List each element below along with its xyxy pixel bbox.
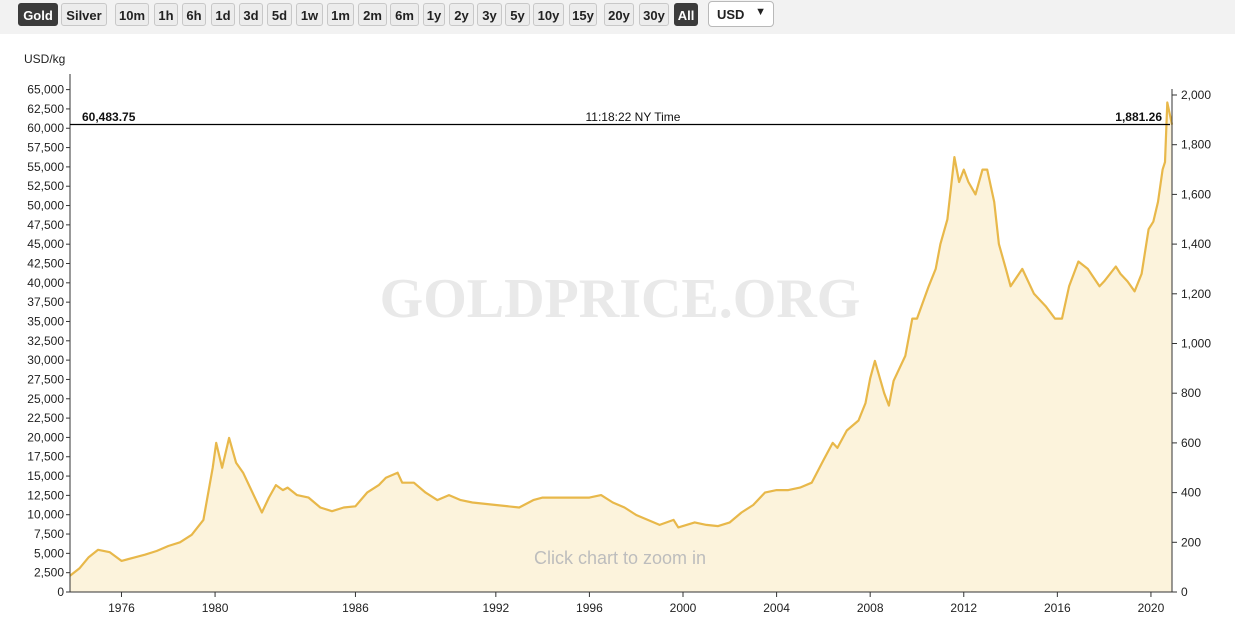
crosshair-time: 11:18:22 NY Time (586, 110, 681, 124)
left-tick-label: 35,000 (27, 314, 64, 328)
left-tick-label: 5,000 (34, 546, 64, 560)
metal-button-gold[interactable]: Gold (18, 3, 58, 26)
crosshair-left-value: 60,483.75 (82, 110, 136, 124)
range-button-10y[interactable]: 10y (533, 3, 564, 26)
currency-value: USD (717, 7, 745, 22)
price-area-fill (70, 102, 1172, 592)
left-tick-label: 55,000 (27, 160, 64, 174)
x-tick-label: 2008 (857, 601, 884, 615)
x-tick-label: 2000 (670, 601, 697, 615)
range-button-1w[interactable]: 1w (296, 3, 323, 26)
left-tick-label: 52,500 (27, 179, 64, 193)
left-tick-label: 47,500 (27, 218, 64, 232)
range-button-all[interactable]: All (674, 3, 698, 26)
toolbar: Gold Silver 10m 1h 6h 1d 3d 5d 1w 1m 2m 6m 1y 2y 3y 5y 1… (0, 0, 1235, 34)
right-tick-label: 1,400 (1181, 237, 1211, 251)
range-button-5y[interactable]: 5y (505, 3, 530, 26)
left-tick-label: 45,000 (27, 237, 64, 251)
range-button-1y[interactable]: 1y (423, 3, 445, 26)
left-tick-label: 40,000 (27, 276, 64, 290)
right-tick-label: 1,800 (1181, 138, 1211, 152)
zoom-hint: Click chart to zoom in (534, 548, 706, 568)
range-button-1h[interactable]: 1h (154, 3, 178, 26)
left-tick-label: 50,000 (27, 199, 64, 213)
left-tick-label: 12,500 (27, 488, 64, 502)
watermark: GOLDPRICE.ORG (380, 268, 861, 330)
x-tick-label: 1980 (202, 601, 229, 615)
range-button-6m[interactable]: 6m (390, 3, 419, 26)
range-button-1m[interactable]: 1m (327, 3, 354, 26)
left-tick-label: 15,000 (27, 469, 64, 483)
x-tick-label: 1976 (108, 601, 135, 615)
range-button-15y[interactable]: 15y (569, 3, 597, 26)
left-tick-label: 27,500 (27, 372, 64, 386)
left-tick-label: 17,500 (27, 450, 64, 464)
range-button-5d[interactable]: 5d (267, 3, 292, 26)
right-tick-label: 1,000 (1181, 337, 1211, 351)
gold-price-chart[interactable]: GOLDPRICE.ORG 0 2,500 5,000 7,500 10,000 12,5… (0, 34, 1235, 631)
left-tick-label: 10,000 (27, 508, 64, 522)
x-tick-label: 1996 (576, 601, 603, 615)
right-tick-label: 200 (1181, 535, 1201, 549)
range-button-30y[interactable]: 30y (639, 3, 669, 26)
range-button-1d[interactable]: 1d (211, 3, 235, 26)
x-tick-label: 1986 (342, 601, 369, 615)
right-tick-label: 0 (1181, 585, 1188, 599)
range-button-2m[interactable]: 2m (358, 3, 387, 26)
range-button-3y[interactable]: 3y (477, 3, 502, 26)
x-tick-label: 2016 (1044, 601, 1071, 615)
right-tick-label: 800 (1181, 386, 1201, 400)
x-tick-label: 2012 (950, 601, 977, 615)
y-axis-unit-label: USD/kg (24, 52, 66, 66)
left-tick-label: 30,000 (27, 353, 64, 367)
right-tick-label: 400 (1181, 486, 1201, 500)
x-tick-label: 2004 (763, 601, 790, 615)
range-button-6h[interactable]: 6h (182, 3, 206, 26)
left-tick-label: 37,500 (27, 295, 64, 309)
right-tick-label: 600 (1181, 436, 1201, 450)
range-button-2y[interactable]: 2y (449, 3, 474, 26)
left-tick-label: 62,500 (27, 102, 64, 116)
x-tick-label: 1992 (482, 601, 509, 615)
left-tick-label: 0 (57, 585, 64, 599)
right-tick-label: 1,200 (1181, 287, 1211, 301)
left-tick-label: 20,000 (27, 430, 64, 444)
left-tick-label: 25,000 (27, 392, 64, 406)
right-tick-label: 2,000 (1181, 88, 1211, 102)
range-button-20y[interactable]: 20y (604, 3, 634, 26)
left-tick-label: 42,500 (27, 257, 64, 271)
left-tick-label: 32,500 (27, 334, 64, 348)
right-tick-label: 1,600 (1181, 187, 1211, 201)
x-tick-label: 2020 (1138, 601, 1165, 615)
range-button-3d[interactable]: 3d (239, 3, 263, 26)
crosshair-right-value: 1,881.26 (1115, 110, 1162, 124)
left-tick-label: 2,500 (34, 566, 64, 580)
left-tick-label: 7,500 (34, 527, 64, 541)
left-tick-label: 65,000 (27, 83, 64, 97)
left-tick-label: 22,500 (27, 411, 64, 425)
currency-select[interactable]: USD ▼ (708, 1, 774, 27)
range-button-10m[interactable]: 10m (115, 3, 149, 26)
chevron-down-icon: ▼ (755, 6, 766, 18)
metal-button-silver[interactable]: Silver (61, 3, 107, 26)
left-tick-label: 57,500 (27, 141, 64, 155)
price-line (69, 101, 1174, 577)
left-tick-label: 60,000 (27, 121, 64, 135)
